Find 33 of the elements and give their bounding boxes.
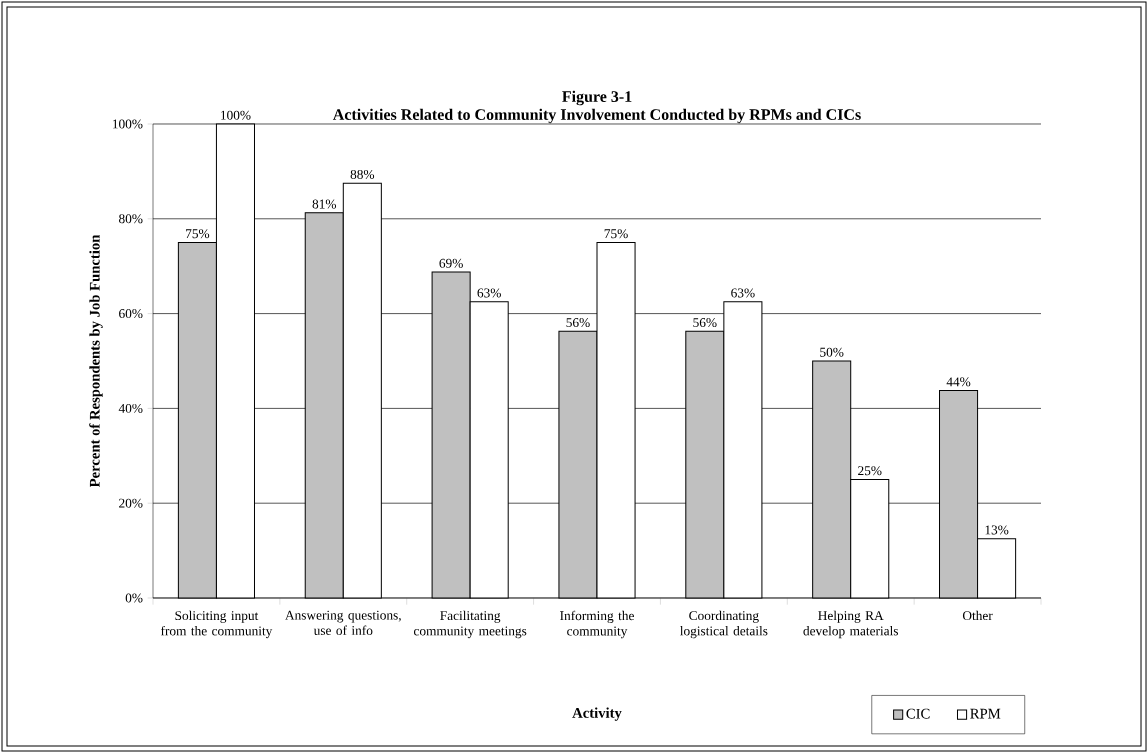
data-label: 63% <box>477 288 501 298</box>
data-label: 100% <box>221 110 251 120</box>
data-label: 63% <box>731 288 755 298</box>
legend-label: RPM <box>970 708 1001 719</box>
y-tick-label: 0% <box>125 593 143 603</box>
data-label: 75% <box>186 229 210 239</box>
x-tick-label: Informing the community <box>560 610 634 639</box>
legend-label: CIC <box>906 708 930 719</box>
data-label: 56% <box>566 318 590 328</box>
y-tick-label: 80% <box>119 214 143 224</box>
x-tick-label: Coordinating logistical details <box>680 610 768 639</box>
x-tick-label: Helping RA develop materials <box>803 610 899 639</box>
y-axis-title: Percent of Respondents by Job Function <box>89 234 103 488</box>
x-tick-label: Soliciting input from the community <box>160 610 273 639</box>
data-label: 81% <box>312 199 337 209</box>
data-label: 44% <box>946 377 971 387</box>
y-tick-label: 100% <box>113 119 143 129</box>
data-label: 88% <box>350 169 375 179</box>
y-tick-label: 60% <box>119 309 143 319</box>
data-label: 25% <box>858 466 882 476</box>
x-tick-label: Other <box>962 610 993 621</box>
x-tick-label: Facilitating community meetings <box>413 610 527 639</box>
data-label: 13% <box>985 525 1009 535</box>
x-tick-label: Answering questions, use of info <box>285 610 401 635</box>
y-tick-label: 40% <box>118 403 143 413</box>
x-axis-title: Activity <box>572 707 622 721</box>
data-label: 75% <box>604 229 628 239</box>
data-label: 50% <box>820 347 844 357</box>
data-label: 69% <box>439 258 463 268</box>
chart-subtitle: Activities Related to Community Involvement Conducted by RPMs and CICs <box>332 108 861 124</box>
data-label: 56% <box>693 318 717 328</box>
chart-title: Figure 3-1 <box>562 90 632 106</box>
y-tick-label: 20% <box>119 498 143 508</box>
